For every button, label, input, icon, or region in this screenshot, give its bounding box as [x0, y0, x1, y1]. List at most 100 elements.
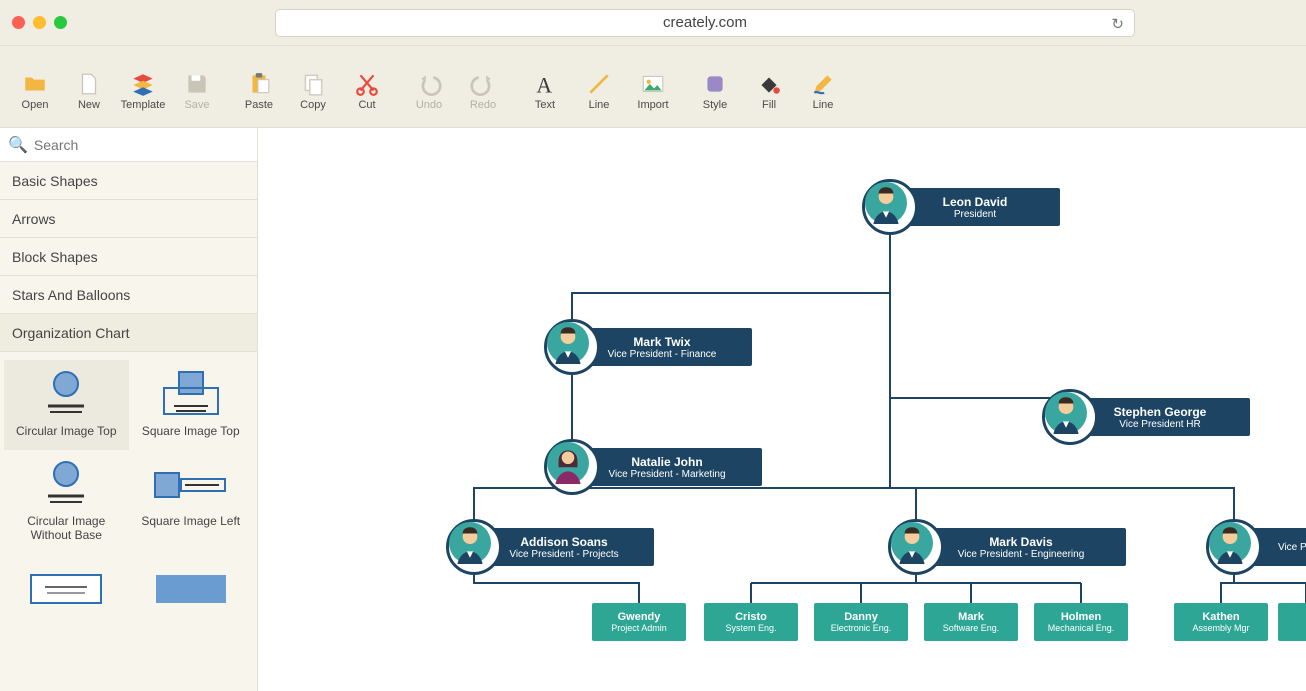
shape-swatch	[133, 366, 250, 424]
url-bar[interactable]: creately.com ↻	[275, 9, 1135, 37]
toolbar-label: Redo	[470, 99, 496, 111]
shape-square-left[interactable]: Square Image Left	[129, 450, 254, 554]
employee-title: Electronic Eng.	[831, 623, 892, 633]
shape-rect-outline[interactable]	[4, 554, 129, 630]
shape-label: Circular Image Top	[8, 424, 125, 438]
org-node-label: Natalie JohnVice President - Marketing	[572, 448, 762, 486]
toolbar-label: Undo	[416, 99, 442, 111]
shape-label: Circular Image Without Base	[8, 514, 125, 542]
copy-icon	[300, 69, 326, 99]
line-icon	[586, 69, 612, 99]
employee-box[interactable]: MarkSoftware Eng.	[924, 603, 1018, 641]
fill-icon	[756, 69, 782, 99]
shape-swatch	[8, 560, 125, 618]
main-toolbar: Open New Template Save Paste Copy Cut Undo Redo A…	[0, 46, 1306, 128]
org-node-name: Mark Twix	[633, 335, 690, 349]
paste-icon	[246, 69, 272, 99]
org-node-name: Addison Soans	[520, 535, 607, 549]
new-icon	[76, 69, 102, 99]
category-block-shapes[interactable]: Block Shapes	[0, 238, 257, 276]
style-button[interactable]: Style	[689, 60, 741, 120]
employee-box[interactable]: GwendyProject Admin	[592, 603, 686, 641]
connector-line	[890, 488, 916, 523]
shape-label: Square Image Top	[133, 424, 250, 438]
org-node-title: Vice President HR	[1119, 419, 1201, 430]
org-node-title: Vice Pr	[1278, 542, 1306, 553]
svg-text:A: A	[536, 73, 552, 96]
shape-square-top[interactable]: Square Image Top	[129, 360, 254, 450]
search-input[interactable]	[34, 137, 249, 153]
org-node-title: President	[954, 209, 996, 220]
toolbar-label: Style	[703, 99, 727, 111]
traffic-max[interactable]	[54, 16, 67, 29]
style-icon	[702, 69, 728, 99]
browser-titlebar: creately.com ↻	[0, 0, 1306, 46]
employee-name: Mark	[958, 611, 984, 623]
text-icon: A	[532, 69, 558, 99]
toolbar-label: Text	[535, 99, 555, 111]
employee-title: System Eng.	[725, 623, 776, 633]
employee-box[interactable]: HolmenMechanical Eng.	[1034, 603, 1128, 641]
category-organization-chart[interactable]: Organization Chart	[0, 314, 257, 352]
employee-name: Danny	[844, 611, 878, 623]
diagram-canvas[interactable]: Leon DavidPresident Mark Twix Vice Preside…	[258, 128, 1306, 691]
toolbar-label: Paste	[245, 99, 273, 111]
connector-line	[572, 293, 890, 323]
shape-rect-fill[interactable]	[129, 554, 254, 630]
cut-button[interactable]: Cut	[341, 60, 393, 120]
org-node-name: Mark Davis	[989, 535, 1052, 549]
text-button[interactable]: A Text	[519, 60, 571, 120]
employee-box[interactable]: DTes	[1278, 603, 1306, 641]
template-button[interactable]: Template	[117, 60, 169, 120]
reload-icon[interactable]: ↻	[1111, 15, 1124, 33]
copy-button[interactable]: Copy	[287, 60, 339, 120]
traffic-close[interactable]	[12, 16, 25, 29]
employee-name: Holmen	[1061, 611, 1101, 623]
category-stars-and-balloons[interactable]: Stars And Balloons	[0, 276, 257, 314]
avatar-icon	[446, 519, 502, 575]
shape-search[interactable]: 🔍	[0, 128, 257, 162]
traffic-min[interactable]	[33, 16, 46, 29]
avatar-icon	[1206, 519, 1262, 575]
toolbar-label: Copy	[300, 99, 326, 111]
line2-button[interactable]: Line	[797, 60, 849, 120]
search-icon: 🔍	[8, 135, 28, 155]
connector-line	[474, 488, 890, 523]
open-button[interactable]: Open	[9, 60, 61, 120]
fill-button[interactable]: Fill	[743, 60, 795, 120]
avatar-icon	[888, 519, 944, 575]
shape-circle-top[interactable]: Circular Image Top	[4, 360, 129, 450]
undo-icon	[416, 69, 442, 99]
shape-circle-nobase[interactable]: Circular Image Without Base	[4, 450, 129, 554]
toolbar-label: Save	[184, 99, 209, 111]
employee-title: Software Eng.	[943, 623, 1000, 633]
shape-label: Square Image Left	[133, 514, 250, 528]
paste-button[interactable]: Paste	[233, 60, 285, 120]
toolbar-label: New	[78, 99, 100, 111]
employee-box[interactable]: KathenAssembly Mgr	[1174, 603, 1268, 641]
line-button[interactable]: Line	[573, 60, 625, 120]
org-node-name: Leon David	[943, 195, 1008, 209]
redo-button: Redo	[457, 60, 509, 120]
sidebar: 🔍 Basic ShapesArrowsBlock ShapesStars An…	[0, 128, 258, 691]
open-icon	[22, 69, 48, 99]
connector-line	[890, 488, 1234, 523]
org-node-name: Natalie John	[631, 455, 702, 469]
employee-title: Mechanical Eng.	[1048, 623, 1115, 633]
redo-icon	[470, 69, 496, 99]
org-node-title: Vice President - Marketing	[608, 469, 725, 480]
cut-icon	[354, 69, 380, 99]
toolbar-label: Template	[121, 99, 166, 111]
toolbar-label: Import	[637, 99, 668, 111]
org-node-name: Stephen George	[1114, 405, 1207, 419]
url-text: creately.com	[663, 14, 747, 31]
avatar-icon	[544, 319, 600, 375]
new-button[interactable]: New	[63, 60, 115, 120]
employee-box[interactable]: CristoSystem Eng.	[704, 603, 798, 641]
employee-box[interactable]: DannyElectronic Eng.	[814, 603, 908, 641]
category-basic-shapes[interactable]: Basic Shapes	[0, 162, 257, 200]
line2-icon	[810, 69, 836, 99]
save-button: Save	[171, 60, 223, 120]
import-button[interactable]: Import	[627, 60, 679, 120]
category-arrows[interactable]: Arrows	[0, 200, 257, 238]
